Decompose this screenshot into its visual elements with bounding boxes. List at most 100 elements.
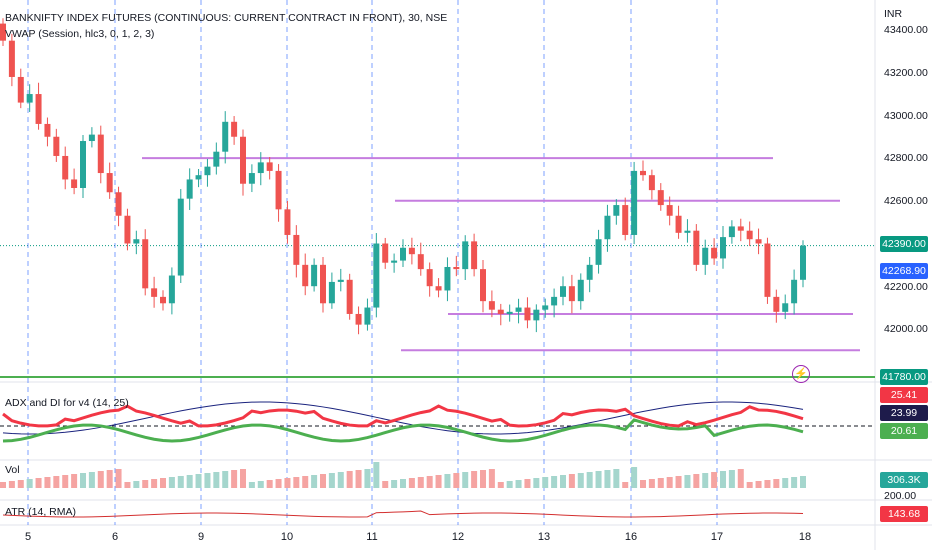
candle-body <box>266 162 273 171</box>
candle-body <box>275 170 282 210</box>
volume-bar <box>26 479 33 488</box>
di-plus-badge: 20.61 <box>880 423 928 439</box>
candle-body <box>506 311 513 314</box>
candle-body <box>666 205 673 216</box>
volume-bar <box>453 473 460 488</box>
volume-bar <box>497 482 504 488</box>
volume-bar <box>8 481 15 488</box>
candle-body <box>124 215 131 244</box>
vwap-price-badge: 42268.90 <box>880 263 928 279</box>
volume-bar <box>595 471 602 488</box>
volume-bar <box>720 471 726 488</box>
volume-bar <box>435 475 442 488</box>
volume-bar <box>764 480 771 488</box>
x-axis-label: 17 <box>710 531 724 543</box>
candle-body <box>648 175 655 191</box>
volume-bar <box>88 472 95 488</box>
candle-body <box>640 170 646 176</box>
candle-body <box>248 173 255 184</box>
volume-bar <box>124 482 131 488</box>
candle-body <box>62 155 69 180</box>
candle-body <box>328 281 335 304</box>
candle-body <box>257 162 264 174</box>
volume-bar <box>106 470 113 488</box>
vwap-indicator-label[interactable]: VWAP (Session, hlc3, 0, 1, 2, 3) <box>5 28 155 40</box>
candle-body <box>702 247 709 265</box>
volume-bar <box>97 471 104 488</box>
price-tick: 43000.00 <box>884 110 928 122</box>
candle-body <box>791 279 798 304</box>
volume-bar <box>382 481 389 488</box>
candle-body <box>720 237 726 259</box>
volume-bar <box>213 472 220 488</box>
vol-indicator-label[interactable]: Vol <box>5 464 20 476</box>
volume-bar <box>737 469 744 488</box>
candle-body <box>613 205 620 216</box>
candle-body <box>8 40 15 77</box>
lightning-icon[interactable]: ⚡ <box>792 365 810 383</box>
candle-body <box>35 94 42 124</box>
volume-bar <box>71 474 78 488</box>
candle-body <box>284 209 291 235</box>
candle-body <box>497 309 504 314</box>
volume-bar <box>560 475 566 488</box>
candle-body <box>213 151 220 167</box>
candle-body <box>568 286 575 302</box>
adx-indicator-label[interactable]: ADX and DI for v4 (14, 25) <box>5 397 129 409</box>
volume-bar <box>524 479 531 488</box>
candle-body <box>524 307 531 321</box>
price-tick: 43400.00 <box>884 24 928 36</box>
candle-body <box>711 247 718 259</box>
candle-body <box>195 175 202 180</box>
volume-tick: 200.00 <box>884 490 917 502</box>
candle-body <box>373 243 380 308</box>
volume-bar <box>231 470 238 488</box>
volume-bar <box>0 482 6 488</box>
volume-bar <box>311 475 318 488</box>
candle-body <box>462 241 469 270</box>
volume-bar <box>693 474 700 488</box>
candle-body <box>97 134 104 174</box>
candle-body <box>142 239 149 289</box>
candle-body <box>693 230 700 265</box>
adx-badge: 23.99 <box>880 405 928 421</box>
candle-body <box>222 121 229 152</box>
volume-bar <box>702 473 709 488</box>
volume-bar <box>248 482 255 488</box>
candle-body <box>577 279 584 302</box>
candle-body <box>26 94 33 103</box>
volume-bar <box>471 471 478 488</box>
price-tick: 42800.00 <box>884 152 928 164</box>
price-tick: 42200.00 <box>884 281 928 293</box>
volume-bar <box>320 474 326 488</box>
volume-bar <box>257 481 264 488</box>
volume-bar <box>275 479 282 488</box>
volume-bar <box>346 471 353 488</box>
volume-bar <box>168 477 175 488</box>
atr-line <box>2 510 804 518</box>
volume-bar <box>222 471 229 488</box>
candle-body <box>551 296 558 306</box>
candle-body <box>151 288 158 297</box>
x-axis-label: 11 <box>366 531 378 543</box>
candle-body <box>133 239 140 244</box>
volume-bar <box>284 478 291 488</box>
candle-body <box>453 266 460 270</box>
symbol-title[interactable]: BANKNIFTY INDEX FUTURES (CONTINUOUS: CUR… <box>5 12 448 24</box>
volume-bar <box>800 476 806 488</box>
volume-bar <box>302 476 309 488</box>
volume-bar <box>648 479 655 488</box>
candle-body <box>684 230 691 233</box>
volume-bar <box>640 480 646 488</box>
candle-body <box>746 230 753 240</box>
candle-body <box>728 226 735 238</box>
volume-bar <box>533 478 540 488</box>
price-tick: 42600.00 <box>884 195 928 207</box>
candle-body <box>773 296 780 312</box>
candle-body <box>0 23 6 41</box>
atr-indicator-label[interactable]: ATR (14, RMA) <box>5 506 76 518</box>
candle-body <box>400 247 406 261</box>
volume-bar <box>542 477 549 488</box>
volume-bar <box>328 473 335 488</box>
